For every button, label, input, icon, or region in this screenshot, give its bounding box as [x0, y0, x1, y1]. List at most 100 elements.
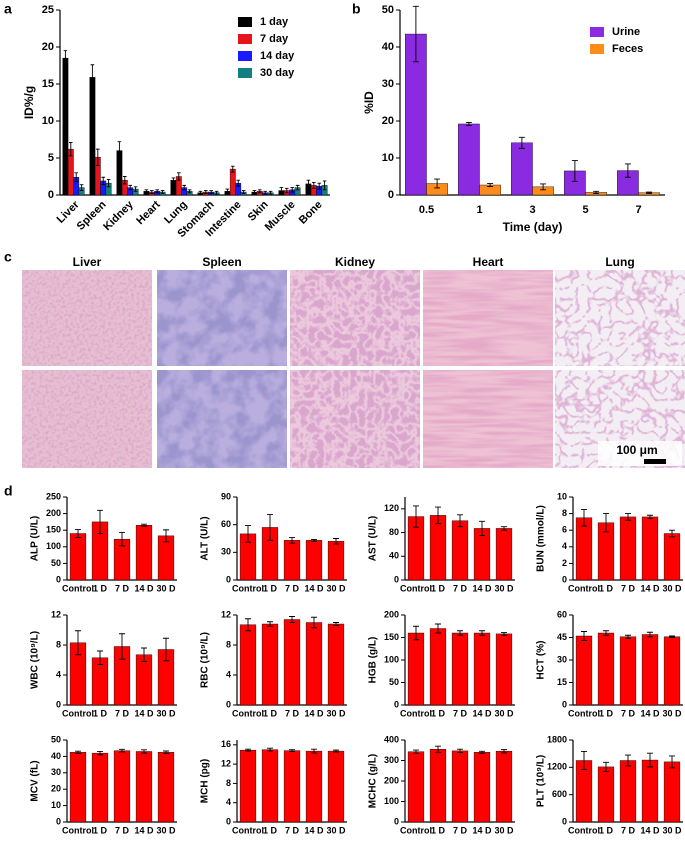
x-tick-label: 1 D [431, 583, 446, 593]
x-tick-label: 30 D [156, 708, 176, 718]
y-tick-label: 0 [226, 574, 231, 584]
bar [69, 752, 87, 823]
legend-label: 1 day [260, 16, 289, 28]
y-tick-label: 250 [46, 491, 61, 501]
y-tick-label: 100 [384, 654, 399, 664]
y-tick-label: 45 [557, 632, 567, 642]
x-tick-label: 30 D [326, 583, 346, 593]
y-tick-label: 80 [389, 527, 399, 537]
y-tick-label: 50 [51, 558, 61, 568]
error-bar [603, 513, 609, 533]
histology-texture [157, 370, 287, 468]
x-tick-label: 1 D [263, 708, 278, 718]
bar [135, 525, 153, 581]
bar [495, 528, 513, 581]
error-bar [479, 750, 485, 754]
y-tick-label: 12 [221, 758, 231, 768]
y-tick-label: 0 [394, 816, 399, 826]
x-tick-label: Control [400, 708, 432, 718]
y-tick-label: 200 [46, 508, 61, 518]
y-tick-label: 4 [56, 669, 61, 679]
bar [451, 520, 469, 581]
bar [429, 515, 447, 581]
y-tick-label: 60 [557, 609, 567, 619]
y-tick-label: 30 [51, 767, 61, 777]
y-tick-label: 200 [384, 609, 399, 619]
error-bar [435, 506, 441, 525]
error-bar [311, 748, 317, 754]
error-bar [117, 141, 122, 160]
error-bar [177, 172, 181, 181]
error-bar [160, 190, 165, 194]
x-tick-label: 7 D [115, 583, 130, 593]
error-bar [457, 514, 463, 528]
x-tick-label: 30 D [662, 825, 682, 835]
panel-label: b [352, 1, 361, 17]
y-axis-label: HCT (%) [536, 641, 547, 680]
y-tick-label: 40 [382, 41, 394, 53]
error-bar [97, 509, 103, 534]
bar [575, 635, 593, 706]
error-bar [245, 618, 251, 632]
error-bar [413, 505, 419, 528]
y-tick-label: 20 [42, 41, 54, 53]
error-bar [90, 64, 95, 91]
x-tick-label: Heart [134, 198, 163, 227]
bar [641, 634, 659, 706]
x-tick-label: Bone [297, 199, 325, 227]
y-tick-label: 30 [382, 78, 394, 90]
bar [451, 750, 469, 823]
x-tick-label: 30 D [494, 708, 514, 718]
histology-label: Liver [73, 255, 102, 269]
x-tick-label: 14 D [472, 583, 492, 593]
y-axis-label: HGB (g/L) [368, 637, 379, 684]
y-tick-label: 120 [384, 503, 399, 513]
histology-texture [22, 270, 152, 366]
bar [113, 750, 131, 823]
error-bar [289, 537, 295, 544]
error-bar [198, 190, 203, 195]
error-bar [625, 754, 631, 767]
x-tick-label: 14 D [640, 825, 660, 835]
y-tick-label: 0 [226, 816, 231, 826]
bar [473, 752, 491, 823]
error-bar [412, 5, 419, 63]
histology-texture [290, 370, 420, 468]
x-tick-label: 7 D [285, 708, 300, 718]
bar [473, 632, 491, 706]
error-bar [182, 184, 186, 191]
error-bar [289, 616, 295, 623]
error-bar [119, 748, 125, 753]
bar [261, 749, 279, 823]
error-bar [333, 622, 339, 626]
x-tick-label: 1 D [93, 583, 108, 593]
x-tick-label: 1 [476, 204, 482, 216]
x-tick-label: 7 D [621, 708, 636, 718]
error-bar [317, 182, 321, 190]
x-tick-label: Control [400, 825, 432, 835]
x-tick-label: 7 D [621, 825, 636, 835]
scale-bar-label: 100 μm [616, 443, 657, 457]
error-bar [75, 630, 81, 656]
error-bar [581, 509, 587, 527]
x-tick-label: Control [568, 825, 600, 835]
y-axis-label: WBC (10⁹/L) [30, 631, 41, 689]
y-tick-label: 50 [51, 734, 61, 744]
y-tick-label: 400 [384, 734, 399, 744]
error-bar [74, 172, 78, 183]
y-tick-label: 16 [221, 739, 231, 749]
bar [641, 759, 659, 823]
x-tick-label: Control [568, 583, 600, 593]
y-tick-label: 15 [557, 677, 567, 687]
y-tick-label: 40 [389, 551, 399, 561]
y-tick-label: 0 [388, 189, 394, 201]
error-bar [96, 148, 100, 166]
y-tick-label: 40 [51, 751, 61, 761]
error-bar [245, 748, 251, 752]
x-tick-label: 30 D [156, 825, 176, 835]
y-tick-label: 150 [46, 525, 61, 535]
error-bar [603, 630, 609, 636]
bar [283, 619, 301, 706]
y-tick-label: 50 [389, 677, 399, 687]
